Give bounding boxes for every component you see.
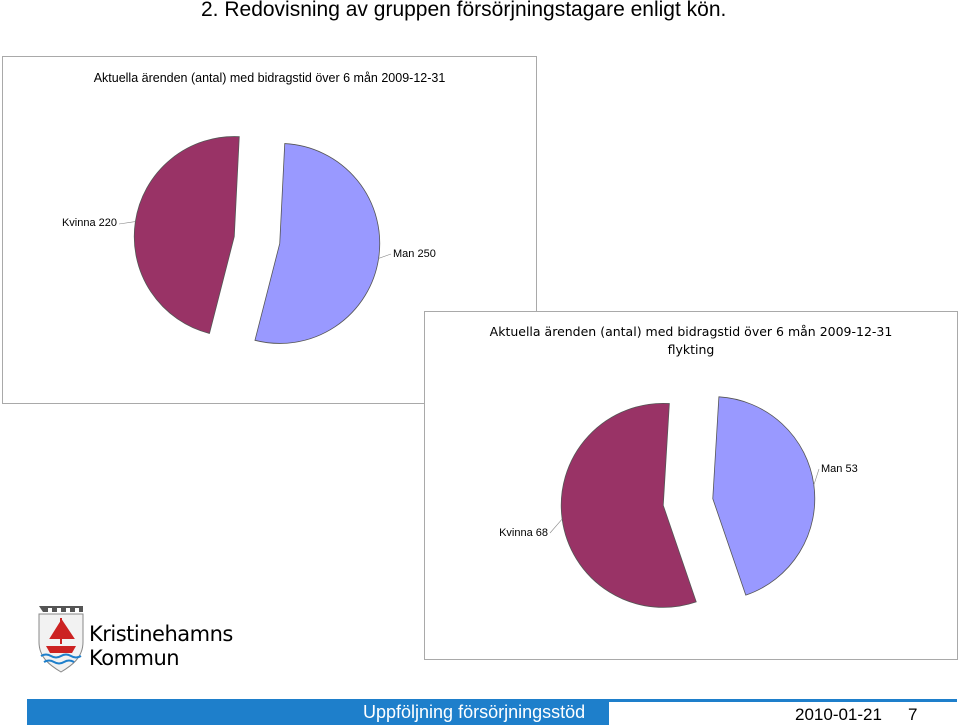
pie-slice-kvinna	[133, 136, 240, 334]
leader-line	[118, 221, 136, 225]
footer-info-panel	[609, 702, 959, 725]
kristinehamn-logo: Kristinehamns Kommun	[36, 604, 236, 674]
leader-line	[378, 253, 392, 259]
chart-subtitle: flykting	[667, 342, 715, 357]
logo-line-2: Kommun	[89, 646, 180, 670]
pie-slice-man	[712, 396, 816, 596]
footer-title: Uppföljning försörjningsstöd	[363, 702, 586, 722]
slice-label-man: Man 250	[393, 248, 436, 260]
page-number: 7	[908, 705, 918, 724]
logo-line-1: Kristinehamns	[89, 622, 233, 646]
pie-chart-svg: Kvinna 220 Man 250	[62, 136, 436, 344]
footer-bar: Uppföljning försörjningsstöd	[27, 699, 959, 725]
logo-text: Kristinehamns Kommun	[89, 622, 233, 670]
leader-line	[549, 518, 563, 534]
footer-date: 2010-01-21	[795, 705, 882, 724]
pie-chart-total: Aktuella ärenden (antal) med bidragstid …	[2, 56, 537, 404]
coat-of-arms-icon	[38, 606, 84, 673]
chart-title: Aktuella ärenden (antal) med bidragstid …	[425, 323, 957, 359]
chart-title-line: Aktuella ärenden (antal) med bidragstid …	[489, 324, 893, 339]
pie-chart-svg: Man 53 Kvinna 68	[499, 396, 858, 608]
leader-line	[813, 468, 820, 486]
slice-label-kvinna: Kvinna 68	[499, 527, 548, 539]
pie-slice-man	[254, 143, 381, 344]
slice-label-man: Man 53	[821, 463, 858, 475]
slide-title: 2. Redovisning av gruppen försörjningsta…	[201, 0, 727, 21]
pie-slice-kvinna	[560, 402, 697, 608]
slice-label-kvinna: Kvinna 220	[62, 217, 117, 229]
pie-chart-flykting: Aktuella ärenden (antal) med bidragstid …	[424, 311, 958, 660]
chart-title: Aktuella ärenden (antal) med bidragstid …	[93, 71, 446, 85]
